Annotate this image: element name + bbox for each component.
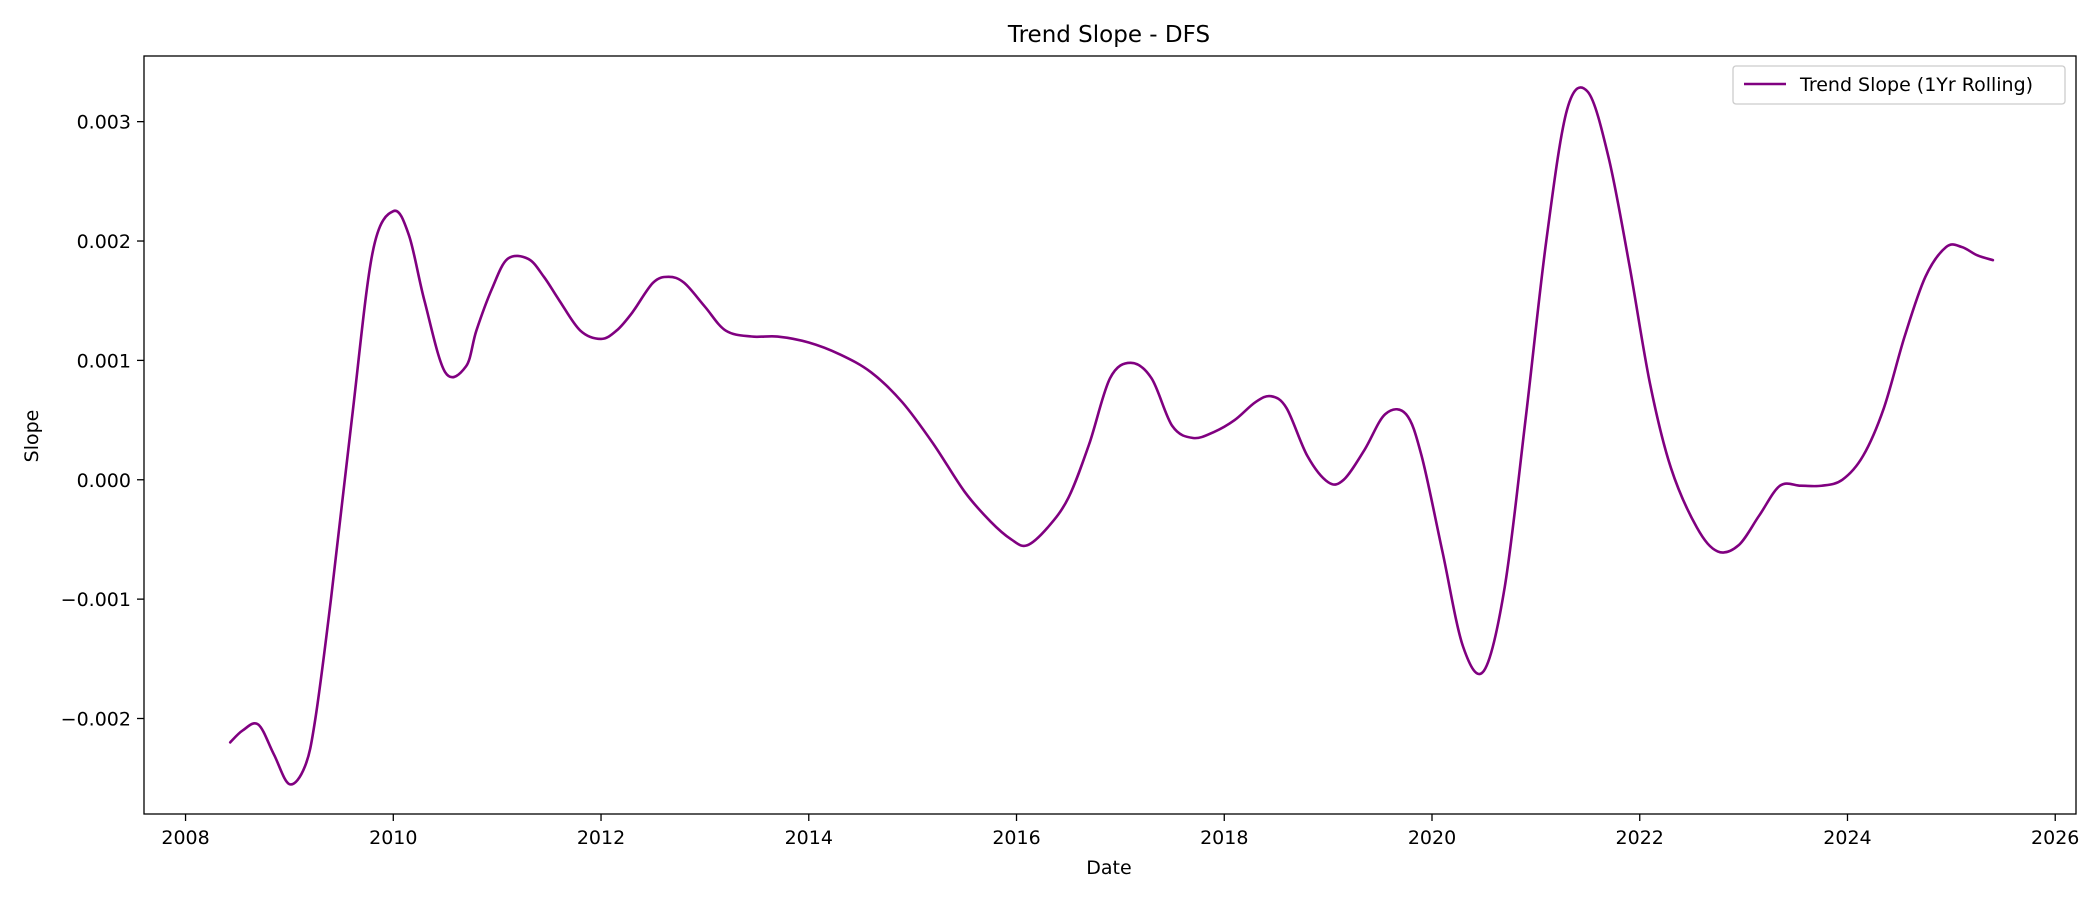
x-tick-label: 2024 xyxy=(1823,827,1871,849)
x-tick-label: 2012 xyxy=(577,827,625,849)
x-axis-label: Date xyxy=(1086,857,1131,879)
legend-box xyxy=(1732,65,2066,105)
x-tick-label: 2020 xyxy=(1408,827,1456,849)
x-tick-label: 2022 xyxy=(1616,827,1664,849)
y-tick-label: −0.001 xyxy=(61,589,131,611)
x-tick-label: 2018 xyxy=(1200,827,1248,849)
y-tick-label: 0.000 xyxy=(77,470,131,492)
x-axis: 2008 2010 2012 2014 2016 2018 2020 2022 2024 2026 xyxy=(161,814,2079,849)
y-tick-label: −0.002 xyxy=(61,709,131,731)
y-tick-label: 0.001 xyxy=(77,350,131,372)
y-tick-label: 0.002 xyxy=(77,231,131,253)
x-tick-label: 2016 xyxy=(992,827,1040,849)
y-axis: −0.002 −0.001 0.000 0.001 0.002 0.003 xyxy=(61,112,144,731)
chart-title: Trend Slope - DFS xyxy=(1007,22,1210,48)
x-tick-label: 2014 xyxy=(785,827,833,849)
y-axis-label: Slope xyxy=(21,410,43,463)
y-tick-label: 0.003 xyxy=(77,112,131,134)
plot-frame xyxy=(143,55,2077,815)
legend-label: Trend Slope (1Yr Rolling) xyxy=(1799,74,2033,96)
x-tick-label: 2008 xyxy=(161,827,209,849)
series-line-trend-slope xyxy=(228,86,1995,786)
legend: Trend Slope (1Yr Rolling) xyxy=(1732,65,2066,105)
x-tick-label: 2010 xyxy=(369,827,417,849)
x-tick-label: 2026 xyxy=(2031,827,2079,849)
